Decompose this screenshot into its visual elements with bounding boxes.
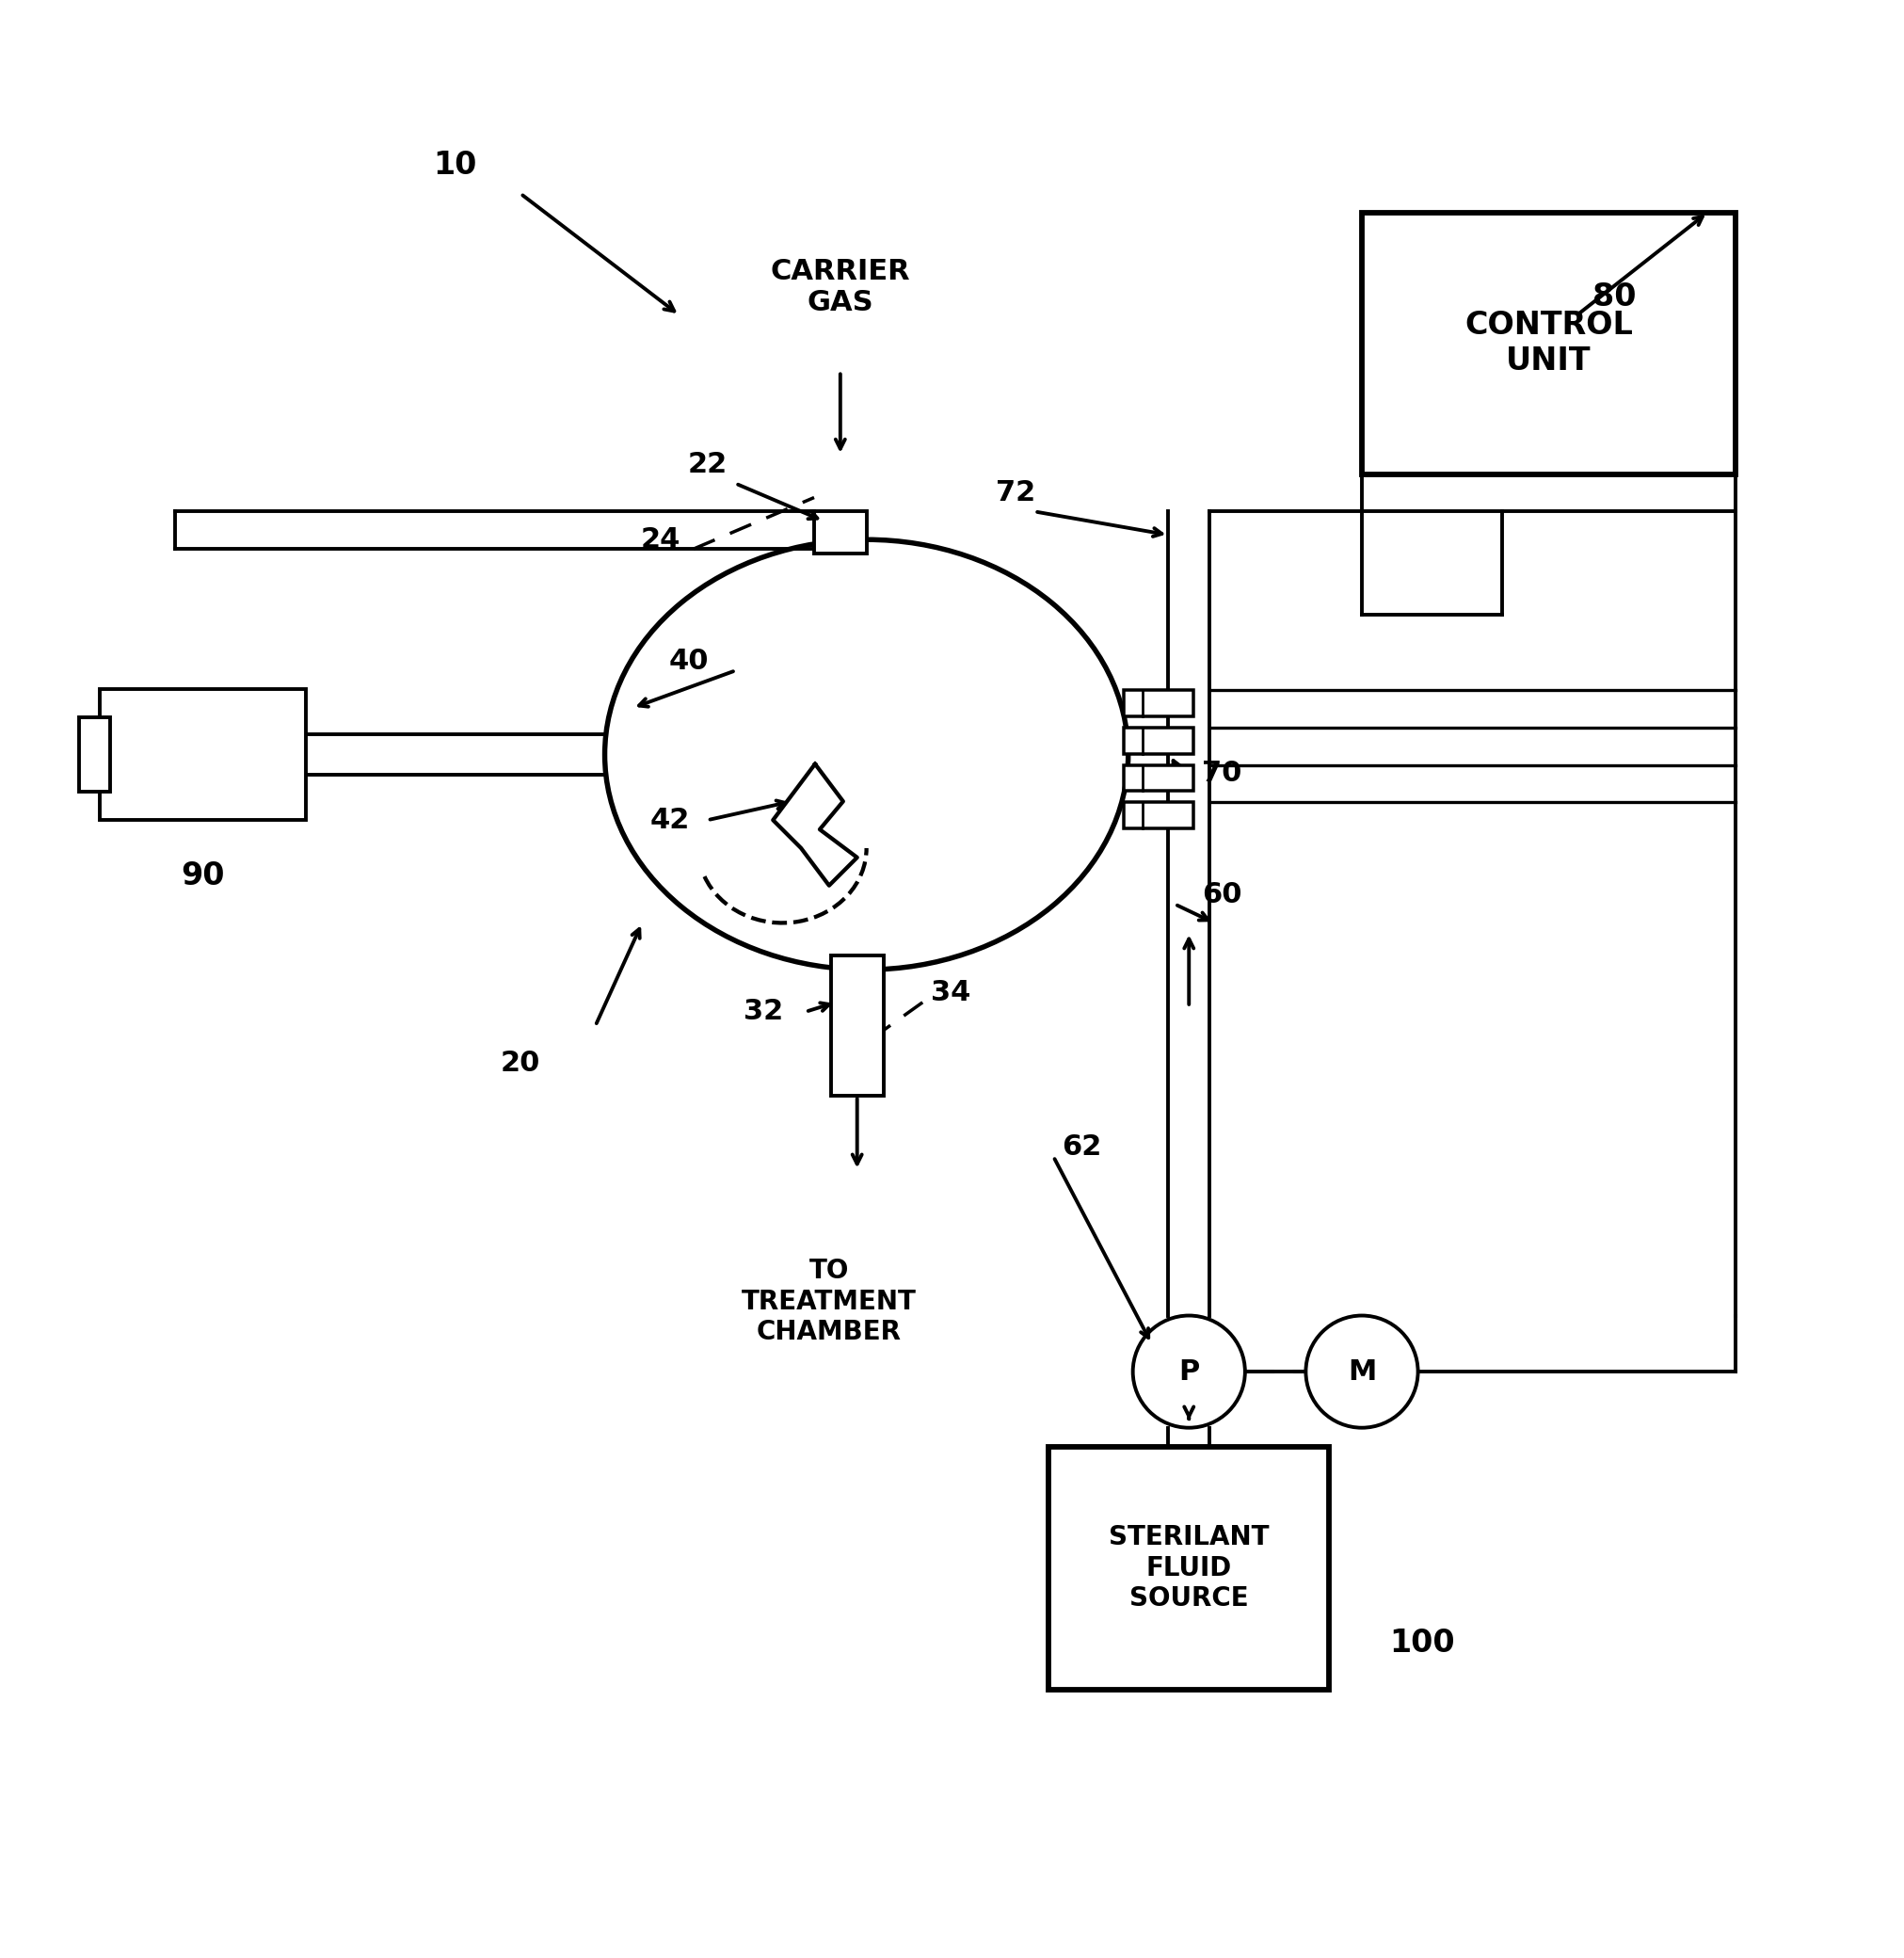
Text: 80: 80 [1592,282,1636,311]
Ellipse shape [605,540,1129,969]
Text: 70: 70 [1201,760,1241,787]
FancyBboxPatch shape [1123,689,1194,717]
FancyBboxPatch shape [1049,1447,1329,1690]
Text: 24: 24 [642,527,682,554]
Text: 20: 20 [501,1049,541,1077]
FancyBboxPatch shape [1123,803,1194,828]
FancyBboxPatch shape [101,689,307,820]
Text: 22: 22 [687,450,727,478]
FancyBboxPatch shape [830,956,883,1096]
Text: M: M [1348,1359,1377,1386]
Text: 72: 72 [996,480,1036,507]
Text: 100: 100 [1390,1627,1455,1658]
Text: 42: 42 [651,807,689,834]
Circle shape [1306,1316,1418,1427]
FancyBboxPatch shape [80,717,110,793]
Text: STERILANT
FLUID
SOURCE: STERILANT FLUID SOURCE [1108,1523,1270,1611]
Text: CARRIER
GAS: CARRIER GAS [771,258,910,317]
Text: 34: 34 [931,979,971,1006]
Text: 90: 90 [181,862,225,891]
Text: CONTROL
UNIT: CONTROL UNIT [1464,309,1634,376]
Text: 60: 60 [1201,881,1241,909]
FancyBboxPatch shape [1123,766,1194,791]
Text: P: P [1179,1359,1200,1386]
Text: 10: 10 [434,151,478,182]
FancyBboxPatch shape [1123,728,1194,754]
Text: TO
TREATMENT
CHAMBER: TO TREATMENT CHAMBER [743,1257,916,1345]
Circle shape [1133,1316,1245,1427]
Text: 32: 32 [744,999,784,1026]
Text: 62: 62 [1062,1134,1101,1161]
FancyBboxPatch shape [815,511,866,554]
Text: 40: 40 [668,648,708,676]
FancyBboxPatch shape [1361,211,1736,474]
